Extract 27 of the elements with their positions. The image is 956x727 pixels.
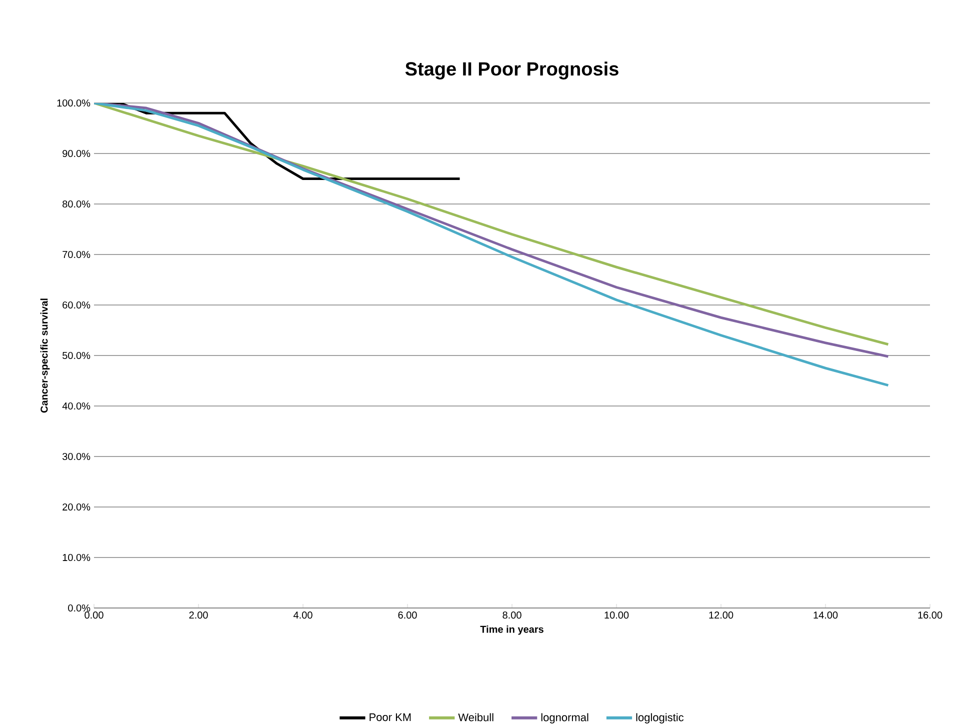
x-tick-label: 14.00 bbox=[814, 612, 838, 619]
y-tick-label: 10.0% bbox=[62, 554, 90, 562]
y-tick-label: 60.0% bbox=[62, 302, 90, 309]
x-tick-label: 6.00 bbox=[398, 612, 417, 619]
chart-title: Stage II Poor Prognosis bbox=[405, 62, 618, 80]
legend-label: Weibull bbox=[458, 713, 494, 722]
y-tick-label: 30.0% bbox=[62, 453, 90, 460]
x-tick-label: 2.00 bbox=[189, 612, 208, 619]
y-axis-title: Cancer-specific survival bbox=[40, 298, 50, 413]
x-axis-title: Time in years bbox=[480, 626, 544, 635]
x-tick-label: 0.00 bbox=[84, 612, 104, 619]
x-tick-label: 10.00 bbox=[604, 612, 629, 619]
x-tick-label: 16.00 bbox=[918, 612, 942, 619]
legend-label: loglogistic bbox=[636, 713, 684, 724]
y-tick-label: 70.0% bbox=[62, 251, 90, 258]
y-tick-label: 0.0% bbox=[68, 604, 90, 612]
y-tick-label: 40.0% bbox=[62, 402, 90, 410]
x-tick-label: 8.00 bbox=[502, 612, 522, 619]
x-tick-label: 4.00 bbox=[294, 612, 312, 619]
x-tick-label: 12.00 bbox=[709, 612, 734, 619]
legend-label: Poor KM bbox=[370, 714, 411, 722]
legend-label: lognormal bbox=[541, 713, 588, 724]
y-tick-label: 100.0% bbox=[57, 100, 90, 107]
y-tick-label: 80.0% bbox=[62, 200, 90, 208]
y-tick-label: 90.0% bbox=[62, 150, 90, 158]
y-tick-label: 50.0% bbox=[62, 352, 90, 360]
y-tick-label: 20.0% bbox=[62, 504, 90, 511]
